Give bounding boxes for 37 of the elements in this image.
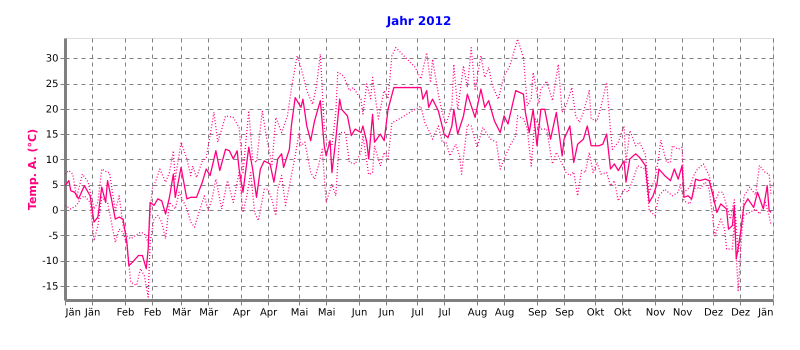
x-tick-label: Okt [586,308,604,318]
x-tick-label: Aug [494,308,514,318]
y-tick-label: 0 [52,205,58,216]
x-tick-label: Mai [290,308,308,318]
x-tick-label: Jän [64,308,81,318]
chart-title: Jahr 2012 [386,14,452,28]
y-tick-label: -10 [42,256,58,268]
x-tick-label: Jun [378,308,394,318]
x-tick-label: Jul [438,308,451,318]
x-tick-label: Apr [232,308,252,318]
y-axis-title: Temp. A. (°C) [26,128,40,210]
y-tick-label: -15 [42,281,58,292]
x-tick-label: Dez [704,308,724,318]
x-tick-label: Mai [318,308,336,318]
x-tick-label: Jän [84,308,100,318]
x-tick-label: Okt [614,308,632,318]
x-tick-label: Dez [731,308,750,318]
y-tick-label: 30 [46,54,58,65]
x-tick-label: Mär [172,308,192,318]
y-tick-label: 10 [46,154,58,166]
x-tick-label: Apr [260,308,278,318]
x-tick-label: Sep [555,308,574,318]
x-tick-label: Nov [646,308,666,318]
x-tick-label: Sep [528,308,547,318]
x-tick-label: Aug [468,308,488,318]
y-tick-label: -5 [48,230,58,242]
x-tick-label: Jun [350,308,368,318]
y-tick-label: 5 [52,180,58,192]
x-tick-label: Mär [199,308,219,318]
x-tick-label: Jän [757,308,774,318]
y-tick-label: 25 [46,79,58,90]
x-tick-label: Feb [144,308,162,318]
x-tick-label: Feb [116,308,134,318]
y-tick-label: 20 [46,104,58,116]
y-tick-label: 15 [46,130,58,141]
x-tick-label: Nov [672,308,692,318]
x-tick-label: Jul [410,308,424,318]
